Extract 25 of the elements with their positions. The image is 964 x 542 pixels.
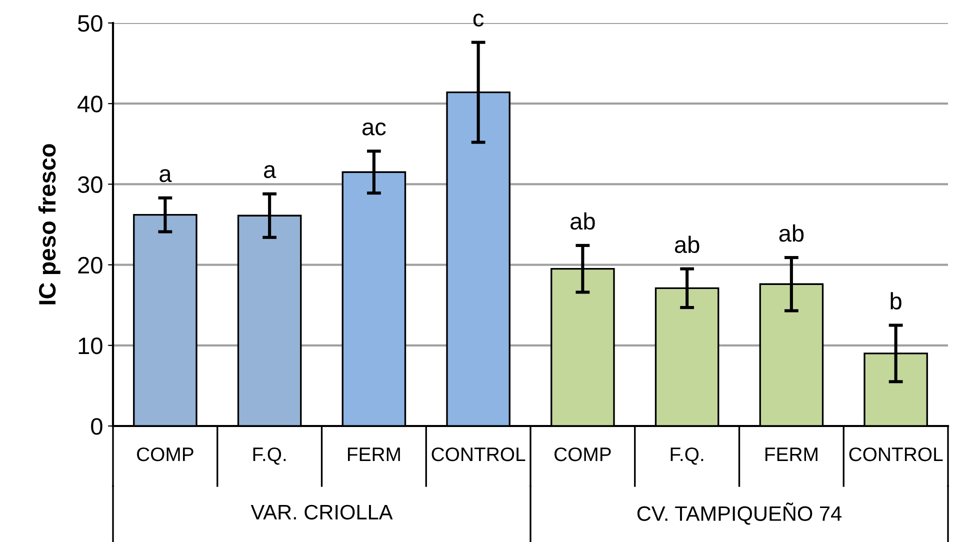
y-tick-label: 50 xyxy=(78,15,102,32)
data-label: ab xyxy=(570,212,595,230)
y-axis-title: IC peso fresco xyxy=(38,144,60,304)
x-tick-label: F.Q. xyxy=(670,447,704,465)
x-tick-label: CONTROL xyxy=(432,447,526,462)
y-tick-label: 30 xyxy=(78,176,102,193)
data-label: a xyxy=(160,169,172,182)
y-tick-label: 10 xyxy=(78,337,102,354)
x-tick-label: FERM xyxy=(765,448,818,462)
text: CV. TAMPIQUEÑO 74 xyxy=(637,502,842,525)
text: VAR. CRIOLLA xyxy=(250,504,393,520)
data-label: ab xyxy=(779,224,804,242)
x-tick-label: CONTROL xyxy=(849,447,943,462)
data-label: b xyxy=(890,292,902,310)
data-label: ab xyxy=(674,236,700,254)
x-tick-label: COMP xyxy=(554,447,611,462)
x-tick-label: FERM xyxy=(348,448,400,462)
y-tick-label: 20 xyxy=(78,256,102,274)
x-tick-label: F.Q. xyxy=(253,447,286,465)
x-tick-label: COMP xyxy=(137,447,194,462)
y-tick-label: 40 xyxy=(78,96,102,112)
data-label: c xyxy=(473,14,484,27)
data-label: a xyxy=(264,165,276,178)
y-tick-label: 0 xyxy=(91,418,102,435)
data-label: ac xyxy=(362,122,386,136)
